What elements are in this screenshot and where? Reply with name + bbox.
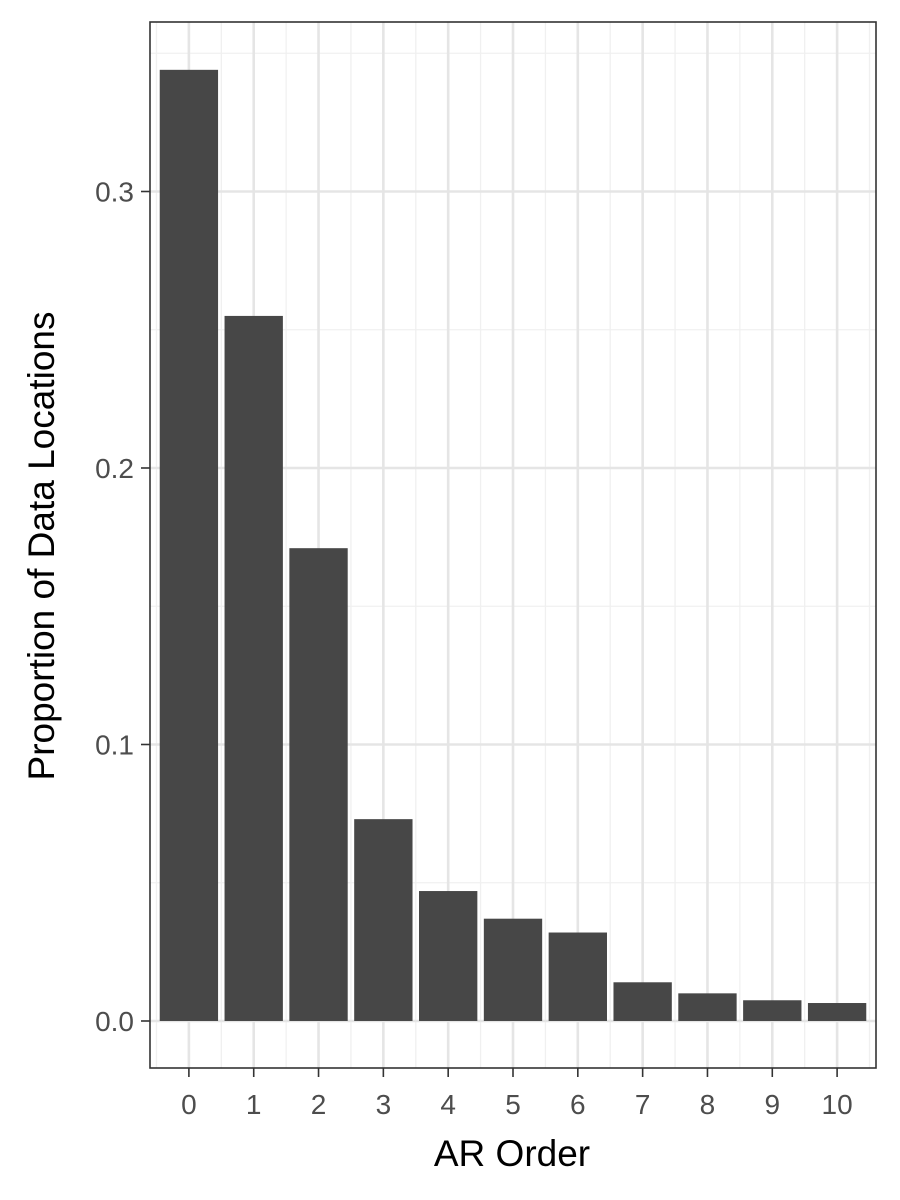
x-tick-label: 0 (181, 1089, 197, 1120)
x-tick-label: 1 (246, 1089, 262, 1120)
y-tick-label: 0.1 (95, 729, 134, 760)
bar-4 (419, 891, 478, 1021)
y-tick-label: 0.0 (95, 1006, 134, 1037)
bar-8 (678, 993, 737, 1021)
x-tick-label: 8 (700, 1089, 716, 1120)
x-tick-label: 3 (376, 1089, 392, 1120)
tick-layer: 0.0 0.1 0.2 0.3 0 1 2 3 4 5 6 7 8 9 10 (95, 176, 853, 1120)
x-tick-label: 10 (822, 1089, 853, 1120)
x-tick-label: 4 (440, 1089, 456, 1120)
x-tick-label: 7 (635, 1089, 651, 1120)
y-tick-label: 0.2 (95, 453, 134, 484)
bar-0 (159, 69, 219, 1021)
x-tick-label: 2 (311, 1089, 327, 1120)
bar-6 (548, 932, 607, 1021)
bar-layer (159, 69, 867, 1021)
x-tick-label: 6 (570, 1089, 586, 1120)
x-axis-title: AR Order (434, 1133, 590, 1174)
y-axis-title: Proportion of Data Locations (21, 312, 62, 781)
bar-3 (354, 819, 413, 1021)
bar-7 (613, 982, 672, 1021)
bar-1 (224, 315, 283, 1021)
bar-10 (807, 1003, 867, 1021)
bar-5 (483, 918, 543, 1021)
y-tick-label: 0.3 (95, 176, 134, 207)
bar-9 (743, 1000, 802, 1021)
x-tick-label: 9 (764, 1089, 780, 1120)
x-tick-label: 5 (505, 1089, 521, 1120)
bar-2 (289, 548, 348, 1021)
